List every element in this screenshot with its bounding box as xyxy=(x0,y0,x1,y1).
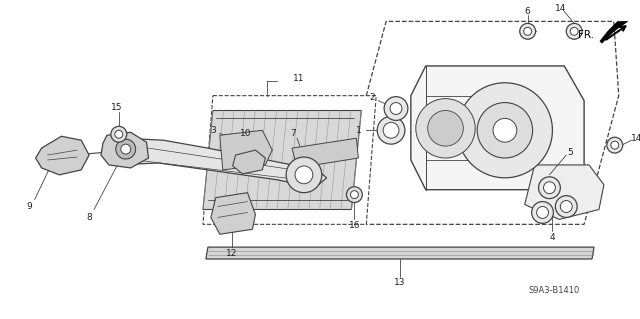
Text: 16: 16 xyxy=(349,221,360,230)
Text: 14: 14 xyxy=(555,4,566,13)
Text: 1: 1 xyxy=(355,126,361,135)
Circle shape xyxy=(390,103,402,115)
Circle shape xyxy=(286,157,322,193)
Text: 4: 4 xyxy=(550,233,556,242)
Text: 8: 8 xyxy=(86,213,92,222)
Text: 11: 11 xyxy=(293,74,305,83)
Circle shape xyxy=(493,118,516,142)
Circle shape xyxy=(458,83,552,178)
Circle shape xyxy=(611,141,619,149)
Circle shape xyxy=(121,144,131,154)
Text: 15: 15 xyxy=(111,103,123,112)
Circle shape xyxy=(570,27,578,35)
Circle shape xyxy=(346,187,362,203)
Polygon shape xyxy=(203,96,376,224)
Circle shape xyxy=(111,126,127,142)
Circle shape xyxy=(295,166,313,184)
Text: 13: 13 xyxy=(394,278,406,287)
Polygon shape xyxy=(36,136,89,175)
Polygon shape xyxy=(220,130,272,170)
Text: 3: 3 xyxy=(210,126,216,135)
Circle shape xyxy=(520,23,536,39)
Polygon shape xyxy=(233,150,266,174)
Circle shape xyxy=(524,27,532,35)
Polygon shape xyxy=(525,165,604,219)
Polygon shape xyxy=(600,21,628,43)
Text: 2: 2 xyxy=(369,93,375,102)
Polygon shape xyxy=(107,138,326,188)
Circle shape xyxy=(351,191,358,199)
Polygon shape xyxy=(411,66,584,190)
Circle shape xyxy=(116,139,136,159)
Circle shape xyxy=(561,201,572,212)
Circle shape xyxy=(607,137,623,153)
Polygon shape xyxy=(101,132,148,168)
Circle shape xyxy=(543,182,556,194)
Circle shape xyxy=(532,202,554,223)
Circle shape xyxy=(477,103,532,158)
Circle shape xyxy=(416,99,476,158)
Circle shape xyxy=(556,196,577,218)
Circle shape xyxy=(115,130,123,138)
Text: 10: 10 xyxy=(240,129,252,138)
Circle shape xyxy=(536,206,548,219)
Polygon shape xyxy=(211,193,255,234)
Circle shape xyxy=(377,116,405,144)
Circle shape xyxy=(383,122,399,138)
Text: FR.: FR. xyxy=(578,30,594,40)
Polygon shape xyxy=(292,138,358,168)
Polygon shape xyxy=(203,110,362,210)
Circle shape xyxy=(566,23,582,39)
Polygon shape xyxy=(206,247,594,259)
Text: 9: 9 xyxy=(27,202,33,211)
Text: S9A3-B1410: S9A3-B1410 xyxy=(529,286,580,295)
Text: 6: 6 xyxy=(525,7,531,16)
Text: 7: 7 xyxy=(290,129,296,138)
Text: 14: 14 xyxy=(631,134,640,143)
Text: 12: 12 xyxy=(226,249,237,257)
Circle shape xyxy=(428,110,463,146)
Circle shape xyxy=(539,177,561,199)
Circle shape xyxy=(384,97,408,120)
Polygon shape xyxy=(366,21,619,224)
Text: 5: 5 xyxy=(568,148,573,157)
